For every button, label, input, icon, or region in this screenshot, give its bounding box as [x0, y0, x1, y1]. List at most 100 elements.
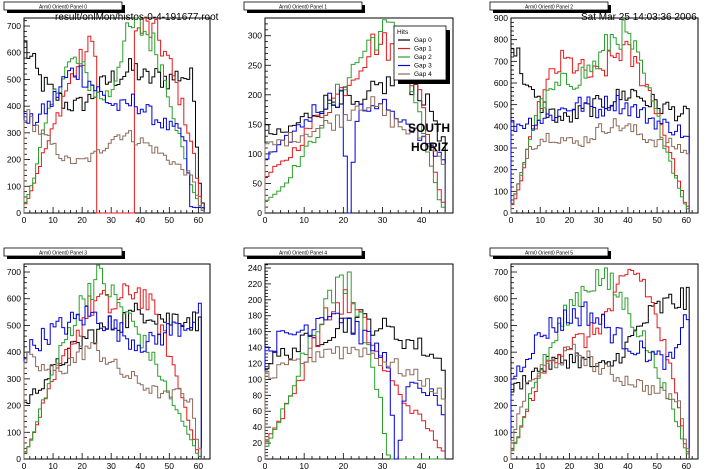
chart-panel-2: Arm0 Orient0 Panel 201002003004005006007…: [489, 1, 699, 225]
y-tick-label: 600: [7, 294, 21, 304]
x-tick-label: 20: [565, 215, 575, 225]
x-tick-label: 40: [623, 461, 633, 469]
legend-title: Hits: [397, 29, 409, 36]
histogram-gap-3: [23, 65, 205, 213]
y-tick-label: 250: [248, 60, 262, 70]
x-tick-label: 10: [535, 461, 545, 469]
annotation-horiz: HORIZ: [411, 140, 449, 154]
y-tick-label: 300: [494, 374, 508, 384]
y-tick-label: 20: [253, 438, 263, 448]
y-tick-label: 0: [16, 208, 21, 218]
x-tick-label: 60: [194, 461, 204, 469]
y-tick-label: 300: [248, 31, 262, 41]
histogram-gap-4: [264, 346, 446, 459]
panel-title: Arm0 Orient0 Panel 2: [525, 4, 573, 10]
histogram-gap-2: [510, 19, 690, 213]
y-tick-label: 700: [494, 56, 508, 66]
chart-panel-0: Arm0 Orient0 Panel 001002003004005006007…: [3, 1, 211, 225]
histogram-gap-4: [23, 109, 205, 213]
y-tick-label: 140: [248, 343, 262, 353]
x-tick-label: 30: [378, 215, 388, 225]
x-tick-label: 30: [106, 215, 116, 225]
chart-panel-5: Arm0 Orient0 Panel 501002003004005006007…: [489, 247, 699, 469]
file-label: result/onlMon/histos-0-4-191677.root: [55, 12, 219, 23]
y-tick-label: 600: [494, 294, 508, 304]
y-tick-label: 700: [494, 267, 508, 277]
y-tick-label: 500: [7, 320, 21, 330]
chart-panel-4: Arm0 Orient0 Panel 402040608010012014016…: [243, 247, 454, 469]
histogram-gap-3: [510, 95, 690, 213]
x-tick-label: 30: [378, 461, 388, 469]
x-tick-label: 40: [417, 461, 427, 469]
x-tick-label: 40: [417, 215, 427, 225]
legend-entry: Gap 2: [414, 54, 432, 61]
chart-panel-3: Arm0 Orient0 Panel 301002003004005006007…: [3, 247, 211, 469]
panel-title: Arm0 Orient0 Panel 5: [525, 250, 573, 256]
y-tick-label: 100: [494, 427, 508, 437]
y-tick-label: 220: [248, 279, 262, 289]
histogram-gap-3: [510, 301, 690, 459]
panel-title-frame: [489, 247, 609, 257]
x-tick-label: 10: [48, 461, 58, 469]
x-tick-label: 60: [194, 215, 204, 225]
histogram-gap-4: [264, 96, 446, 213]
y-tick-label: 60: [253, 406, 263, 416]
legend-entry: Gap 4: [414, 71, 432, 78]
y-tick-label: 300: [494, 143, 508, 153]
legend-frame: [393, 25, 447, 81]
y-tick-label: 100: [248, 149, 262, 159]
annotation-south: SOUTH: [408, 121, 450, 135]
panel-title: Arm0 Orient0 Panel 3: [39, 250, 87, 256]
histogram-gap-1: [23, 283, 202, 459]
x-tick-label: 60: [682, 215, 692, 225]
legend-entry: Gap 3: [414, 63, 432, 70]
y-tick-label: 0: [16, 454, 21, 464]
x-tick-label: 10: [299, 215, 309, 225]
y-tick-label: 800: [494, 35, 508, 45]
x-tick-label: 10: [299, 461, 309, 469]
y-tick-label: 0: [257, 208, 262, 218]
x-tick-label: 0: [263, 215, 268, 225]
x-tick-label: 60: [682, 461, 692, 469]
y-tick-label: 600: [494, 78, 508, 88]
y-tick-label: 150: [248, 119, 262, 129]
x-tick-label: 40: [136, 215, 146, 225]
x-tick-label: 0: [22, 215, 27, 225]
histogram-gap-2: [264, 19, 446, 213]
x-tick-label: 10: [48, 215, 58, 225]
y-tick-label: 100: [248, 374, 262, 384]
y-tick-label: 200: [494, 165, 508, 175]
histogram-gap-2: [510, 267, 690, 459]
panel-title-box: Arm0 Orient0 Panel 3: [3, 247, 125, 259]
histogram-gap-0: [264, 67, 446, 213]
panel-title-box: Arm0 Orient0 Panel 2: [489, 1, 611, 13]
panel-title: Arm0 Orient0 Panel 1: [279, 4, 327, 10]
y-tick-label: 200: [248, 295, 262, 305]
histogram-gap-4: [510, 343, 690, 459]
x-tick-label: 20: [77, 461, 87, 469]
y-tick-label: 40: [253, 422, 263, 432]
y-tick-label: 400: [494, 121, 508, 131]
y-tick-label: 300: [7, 374, 21, 384]
panel-title-box: Arm0 Orient0 Panel 5: [489, 247, 611, 259]
panel-title-frame: [489, 1, 609, 11]
y-tick-label: 300: [7, 128, 21, 138]
y-tick-label: 0: [503, 454, 508, 464]
histogram-gap-3: [23, 302, 202, 459]
x-tick-label: 50: [165, 215, 175, 225]
x-tick-label: 30: [106, 461, 116, 469]
histogram-gap-3: [264, 312, 446, 460]
panel-title-frame: [3, 247, 123, 257]
y-tick-label: 100: [7, 181, 21, 191]
y-tick-label: 500: [494, 100, 508, 110]
y-tick-label: 0: [503, 208, 508, 218]
x-tick-label: 50: [165, 461, 175, 469]
x-tick-label: 20: [565, 461, 575, 469]
panel-title: Arm0 Orient0 Panel 0: [39, 4, 87, 10]
y-tick-label: 160: [248, 327, 262, 337]
y-tick-label: 600: [7, 48, 21, 58]
x-tick-label: 30: [594, 215, 604, 225]
x-tick-label: 0: [509, 461, 514, 469]
x-tick-label: 40: [136, 461, 146, 469]
